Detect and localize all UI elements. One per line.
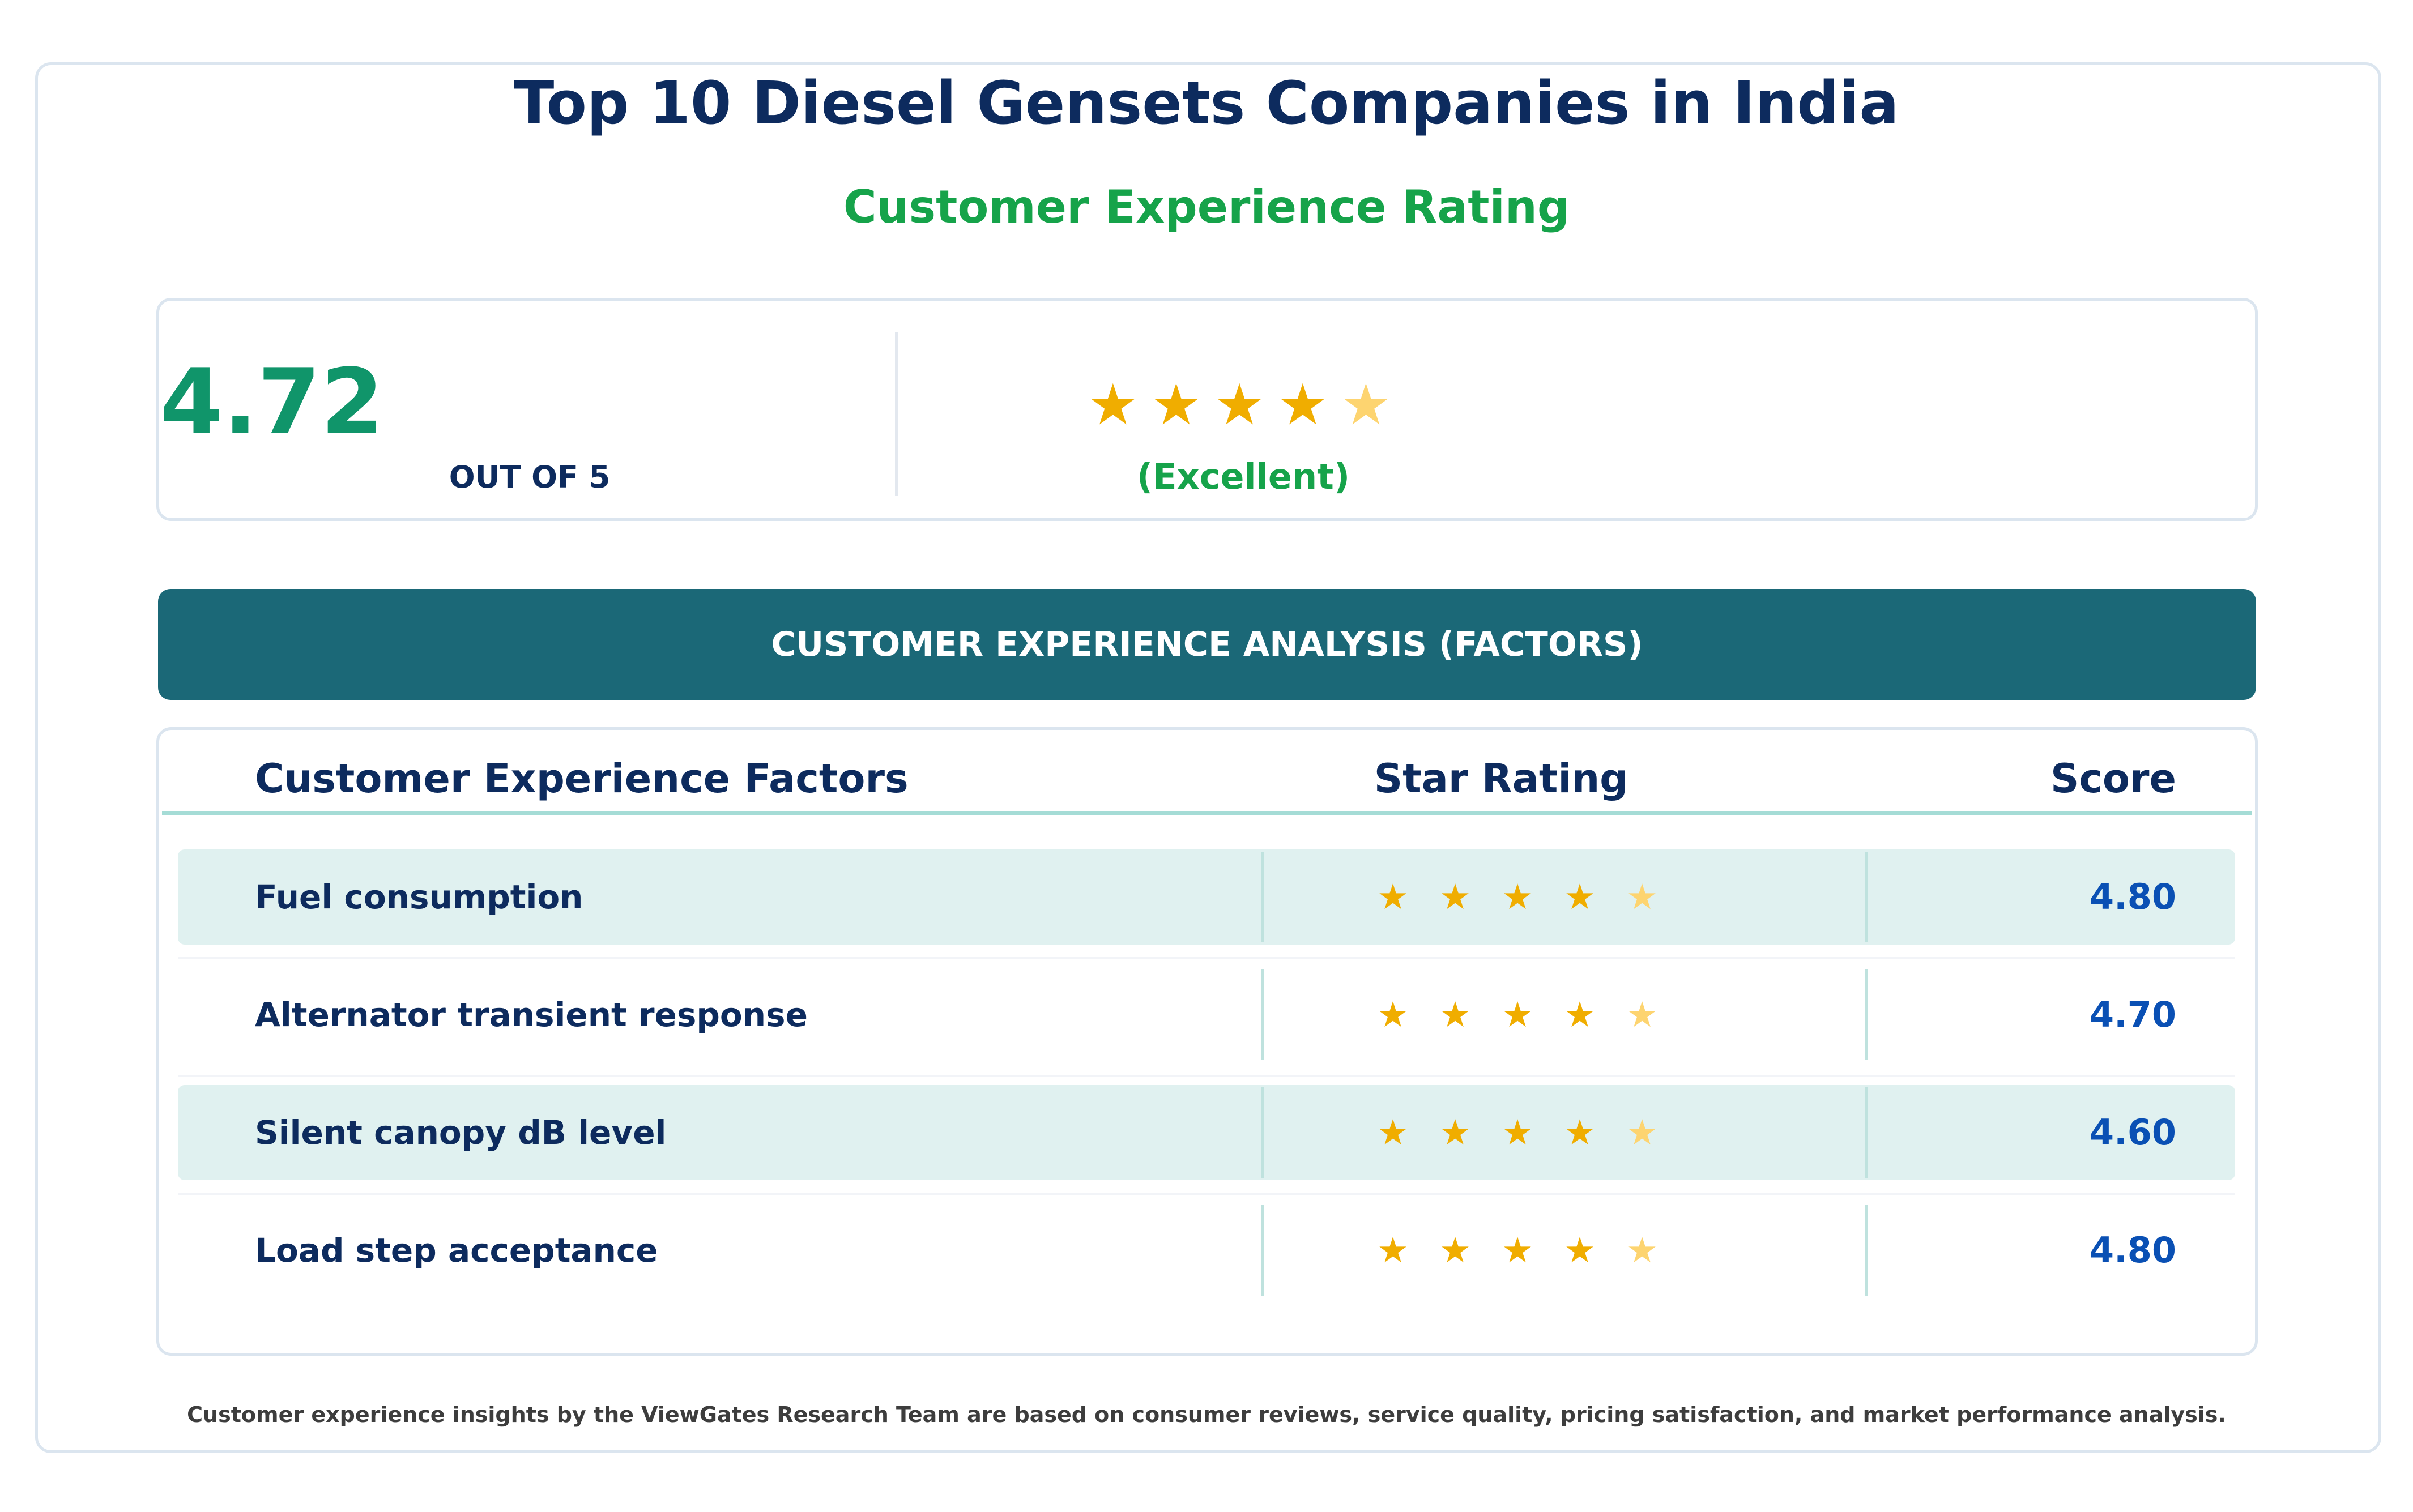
factors-table xyxy=(156,727,2258,1356)
star-icon: ★ xyxy=(1150,371,1202,438)
star-icon: ★ xyxy=(1626,994,1658,1035)
page-subtitle: Customer Experience Rating xyxy=(843,181,1570,233)
factor-name: Alternator transient response xyxy=(255,996,808,1034)
factor-star-rating: ★ ★ ★ ★ ★ xyxy=(1375,967,1660,1062)
star-icon: ★ xyxy=(1502,1229,1533,1271)
rating-label: (Excellent) xyxy=(1136,456,1350,497)
footer-note: Customer experience insights by the View… xyxy=(187,1402,2226,1427)
rating-card xyxy=(35,62,2381,1453)
row-divider xyxy=(178,1075,2235,1077)
column-header-factors: Customer Experience Factors xyxy=(255,755,909,802)
star-icon: ★ xyxy=(1439,876,1471,917)
column-divider xyxy=(1261,1087,1264,1178)
factor-name: Load step acceptance xyxy=(255,1231,658,1270)
column-divider xyxy=(1261,969,1264,1060)
score-scale-label: OUT OF 5 xyxy=(449,459,611,495)
summary-panel xyxy=(156,298,2258,521)
column-divider xyxy=(1261,1205,1264,1296)
star-icon: ★ xyxy=(1340,371,1392,438)
page-title: Top 10 Diesel Gensets Companies in India xyxy=(514,69,1899,138)
overall-star-rating: ★ ★ ★ ★ ★ xyxy=(1088,368,1391,442)
factor-score: 4.60 xyxy=(2090,1112,2176,1153)
star-icon: ★ xyxy=(1439,994,1471,1035)
star-icon: ★ xyxy=(1564,994,1596,1035)
star-icon: ★ xyxy=(1502,994,1533,1035)
factor-star-rating: ★ ★ ★ ★ ★ xyxy=(1375,1085,1660,1180)
star-icon: ★ xyxy=(1502,876,1533,917)
star-icon: ★ xyxy=(1439,1112,1471,1153)
overall-score: 4.72 xyxy=(160,349,384,455)
factor-score: 4.80 xyxy=(2090,1229,2176,1271)
section-banner: CUSTOMER EXPERIENCE ANALYSIS (FACTORS) xyxy=(158,589,2256,700)
column-header-score: Score xyxy=(2050,755,2176,802)
column-divider xyxy=(1865,969,1868,1060)
factor-name: Fuel consumption xyxy=(255,878,583,916)
row-divider xyxy=(178,1193,2235,1195)
summary-divider xyxy=(895,332,898,496)
star-icon: ★ xyxy=(1626,1229,1658,1271)
row-divider xyxy=(178,957,2235,959)
column-divider xyxy=(1865,852,1868,942)
star-icon: ★ xyxy=(1502,1112,1533,1153)
star-icon: ★ xyxy=(1564,1112,1596,1153)
column-divider xyxy=(1865,1205,1868,1296)
table-row xyxy=(178,849,2235,945)
star-icon: ★ xyxy=(1377,876,1409,917)
star-icon: ★ xyxy=(1377,1229,1409,1271)
column-header-star-rating: Star Rating xyxy=(1374,755,1628,802)
star-icon: ★ xyxy=(1214,371,1265,438)
star-icon: ★ xyxy=(1277,371,1328,438)
star-icon: ★ xyxy=(1626,1112,1658,1153)
star-icon: ★ xyxy=(1564,1229,1596,1271)
star-icon: ★ xyxy=(1439,1229,1471,1271)
column-divider xyxy=(1261,852,1264,942)
star-icon: ★ xyxy=(1377,994,1409,1035)
header-divider xyxy=(162,811,2252,815)
factor-star-rating: ★ ★ ★ ★ ★ xyxy=(1375,849,1660,945)
table-row xyxy=(178,1085,2235,1180)
column-divider xyxy=(1865,1087,1868,1178)
factor-star-rating: ★ ★ ★ ★ ★ xyxy=(1375,1203,1660,1298)
star-icon: ★ xyxy=(1377,1112,1409,1153)
factor-name: Silent canopy dB level xyxy=(255,1113,667,1152)
factor-score: 4.70 xyxy=(2090,994,2176,1035)
star-icon: ★ xyxy=(1626,876,1658,917)
star-icon: ★ xyxy=(1088,371,1139,438)
factor-score: 4.80 xyxy=(2090,876,2176,917)
star-icon: ★ xyxy=(1564,876,1596,917)
